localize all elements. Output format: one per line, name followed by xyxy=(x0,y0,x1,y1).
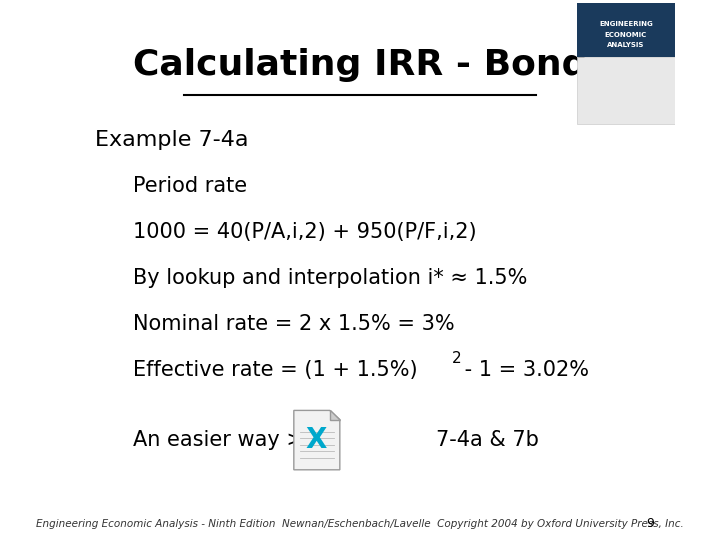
Text: 9: 9 xyxy=(646,517,654,530)
Text: Calculating IRR - Bond: Calculating IRR - Bond xyxy=(132,48,588,82)
Text: - 1 = 3.02%: - 1 = 3.02% xyxy=(458,360,589,380)
Text: Period rate: Period rate xyxy=(133,176,247,197)
Text: Nominal rate = 2 x 1.5% = 3%: Nominal rate = 2 x 1.5% = 3% xyxy=(133,314,455,334)
Text: Engineering Economic Analysis - Ninth Edition  Newnan/Eschenbach/Lavelle  Copyri: Engineering Economic Analysis - Ninth Ed… xyxy=(36,519,684,529)
Text: 7-4a & 7b: 7-4a & 7b xyxy=(436,430,539,450)
Text: ANALYSIS: ANALYSIS xyxy=(607,42,644,48)
Text: 2: 2 xyxy=(451,350,461,366)
FancyBboxPatch shape xyxy=(577,57,675,124)
Text: Effective rate = (1 + 1.5%): Effective rate = (1 + 1.5%) xyxy=(133,360,418,380)
Text: An easier way >: An easier way > xyxy=(133,430,304,450)
Text: By lookup and interpolation i* ≈ 1.5%: By lookup and interpolation i* ≈ 1.5% xyxy=(133,268,528,288)
FancyBboxPatch shape xyxy=(577,3,675,57)
Text: Example 7-4a: Example 7-4a xyxy=(95,130,249,151)
Polygon shape xyxy=(330,410,340,420)
Text: ENGINEERING: ENGINEERING xyxy=(599,21,653,28)
Text: ECONOMIC: ECONOMIC xyxy=(605,31,647,38)
Polygon shape xyxy=(294,410,340,470)
Text: 1000 = 40(P/A,i,2) + 950(P/F,i,2): 1000 = 40(P/A,i,2) + 950(P/F,i,2) xyxy=(133,222,477,242)
Text: X: X xyxy=(305,426,327,454)
